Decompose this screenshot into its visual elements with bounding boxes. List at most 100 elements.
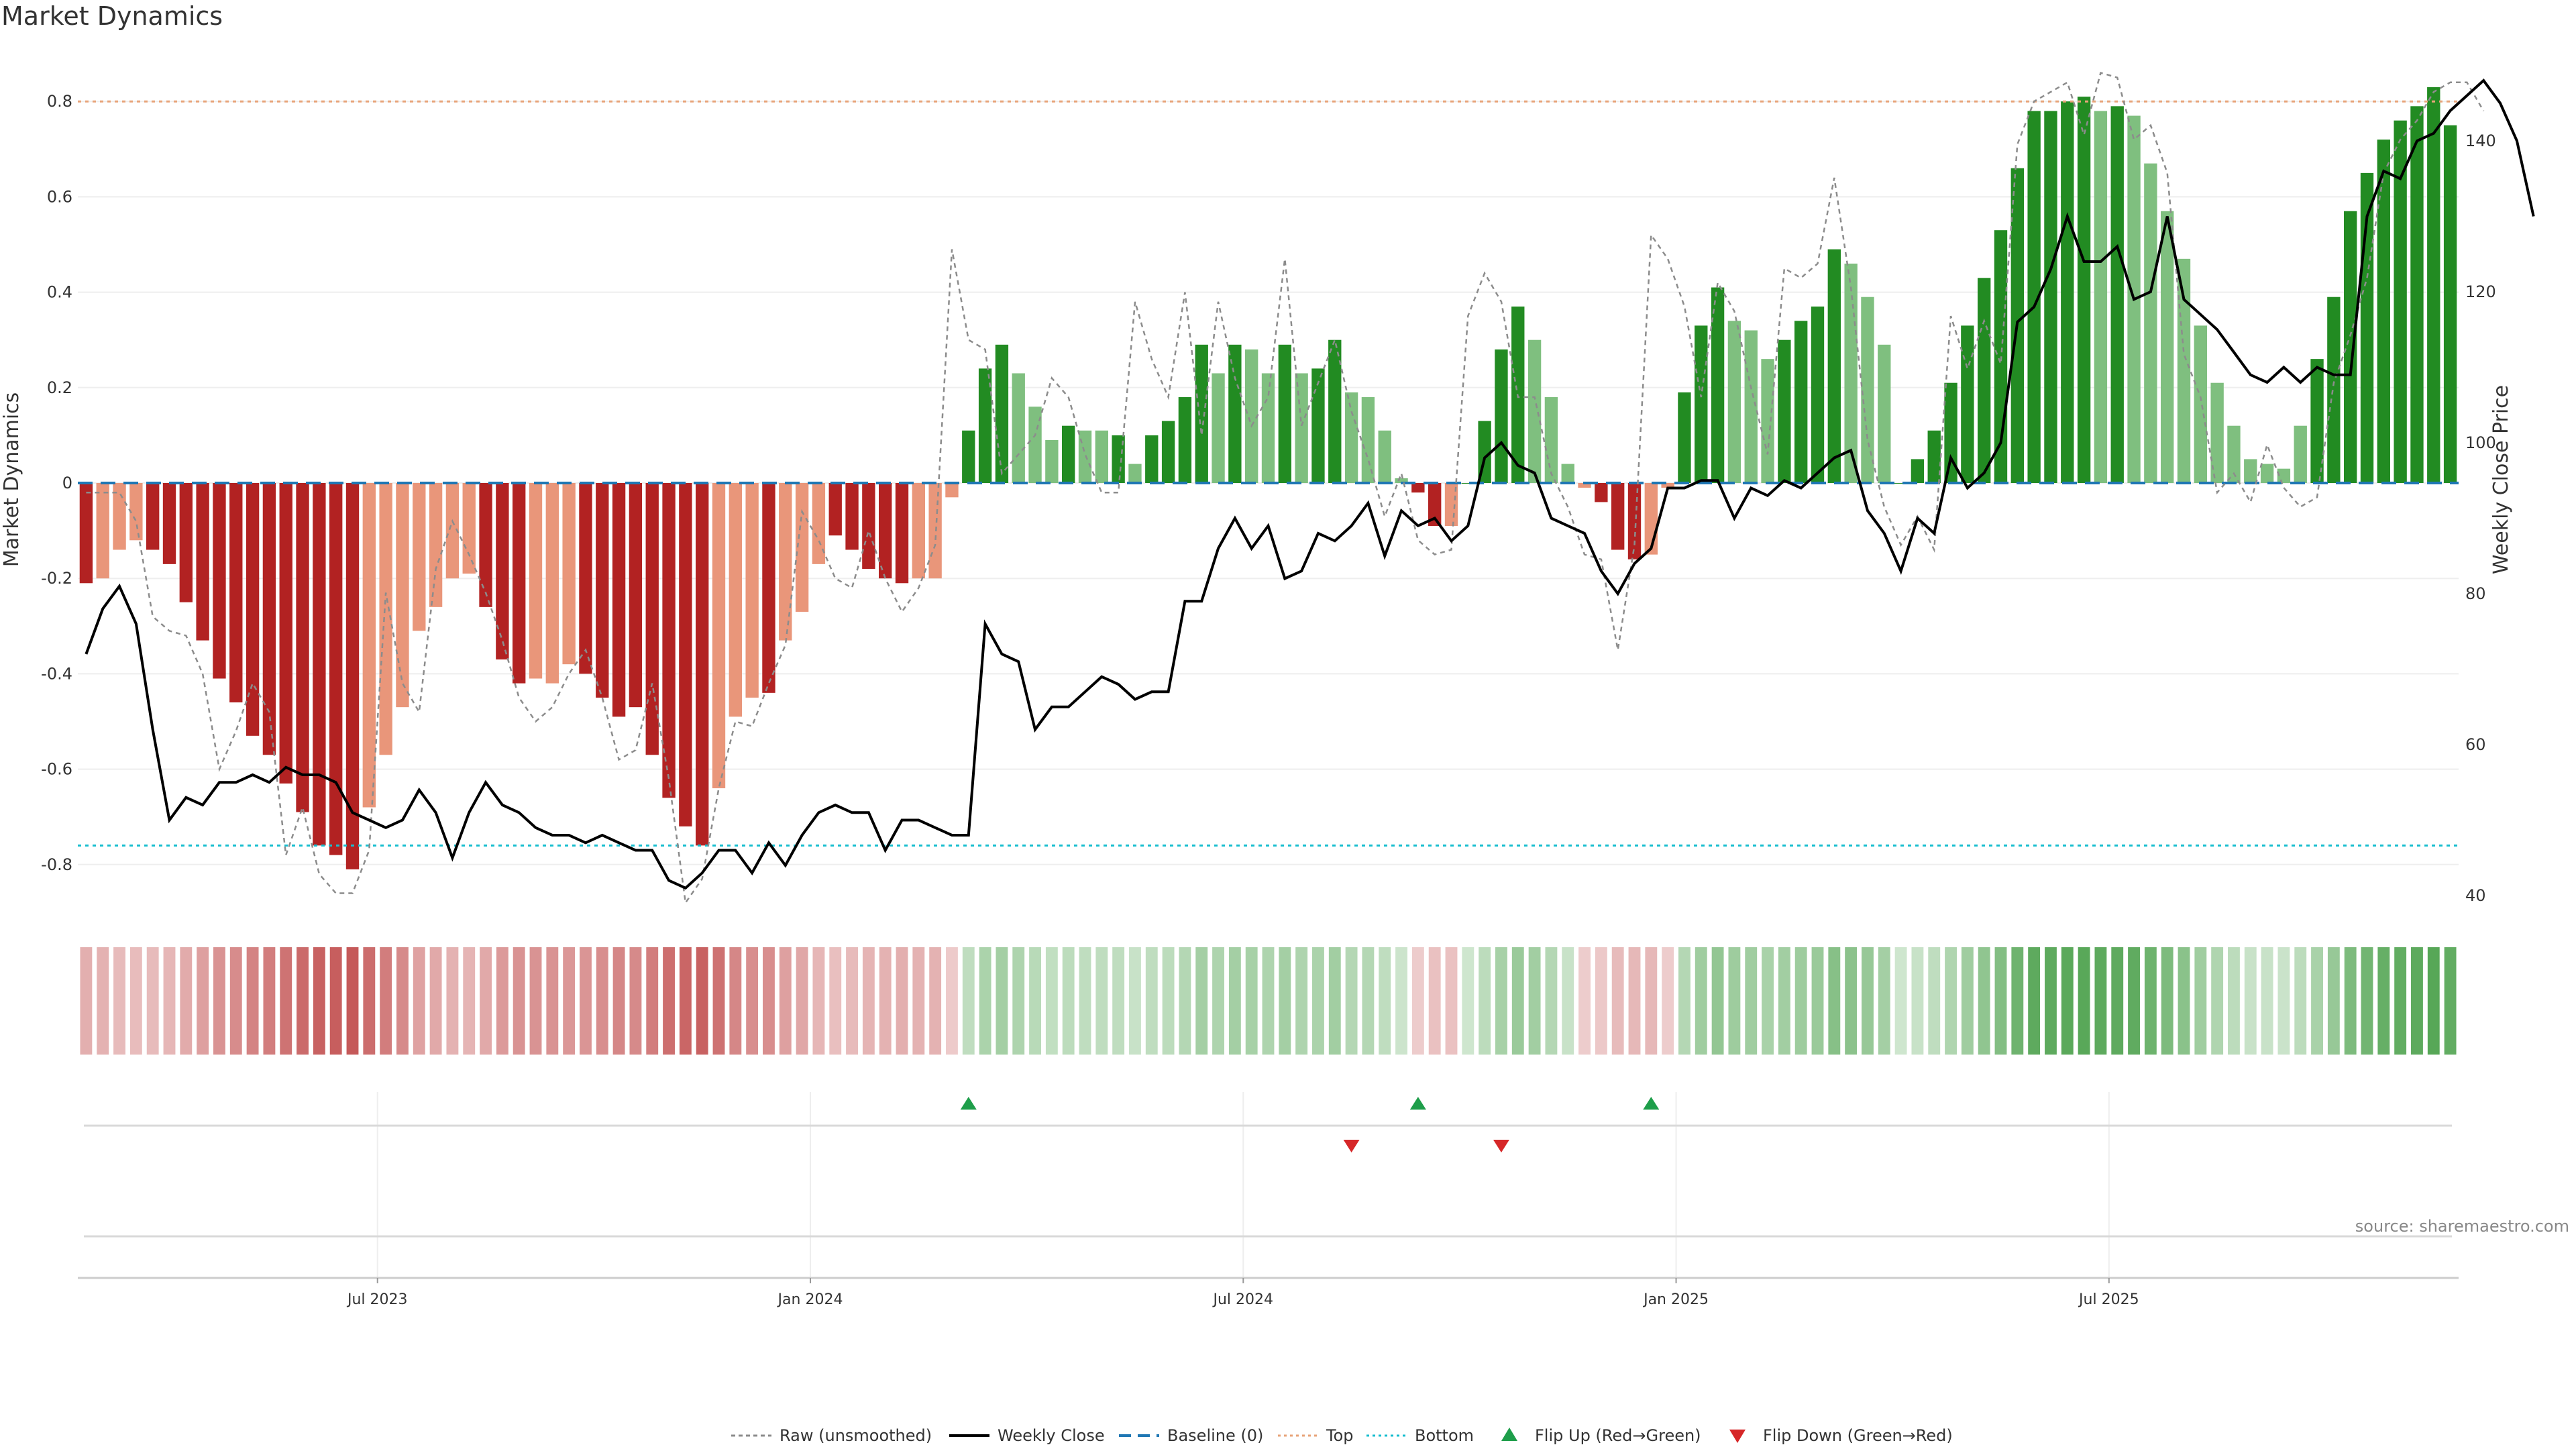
- dynamics-bar: [2194, 325, 2207, 483]
- dynamics-bar: [645, 483, 659, 755]
- dynamics-bar: [562, 483, 576, 665]
- dynamics-bar: [1944, 382, 1957, 483]
- dynamics-bar: [2077, 97, 2091, 484]
- dynamics-bar: [529, 483, 543, 679]
- dynamics-bar: [812, 483, 826, 564]
- legend-label: Weekly Close: [998, 1426, 1105, 1445]
- heat-cell: [1978, 947, 1990, 1055]
- heat-cell: [2277, 947, 2290, 1055]
- dynamics-bar: [612, 483, 626, 717]
- flip-up-marker: [1409, 1097, 1426, 1110]
- heat-cell: [1279, 947, 1291, 1055]
- heat-cell: [1845, 947, 1858, 1055]
- dynamics-bar: [2227, 425, 2241, 483]
- dynamics-bar: [1344, 392, 1358, 483]
- dynamics-bar: [329, 483, 343, 855]
- dynamics-bar: [479, 483, 492, 607]
- dynamics-bar: [229, 483, 243, 703]
- right-tick-label: 140: [2465, 131, 2496, 150]
- dynamics-bar: [745, 483, 759, 698]
- grid-lines: [78, 101, 2459, 1278]
- heat-cell: [746, 947, 759, 1055]
- heat-cell: [329, 947, 342, 1055]
- left-tick-label: 0.6: [47, 187, 72, 206]
- dynamics-bar: [96, 483, 109, 579]
- heat-cell: [729, 947, 742, 1055]
- dynamics-bar: [2110, 106, 2124, 483]
- legend-label: Baseline (0): [1167, 1426, 1263, 1445]
- dynamics-bar: [1411, 483, 1425, 493]
- dynamics-bar: [2327, 297, 2341, 483]
- left-tick-label: 0.8: [47, 92, 72, 111]
- heat-cell: [529, 947, 542, 1055]
- dynamics-bar: [2244, 459, 2257, 483]
- dynamics-bar: [2427, 87, 2440, 483]
- dynamics-bar: [1161, 421, 1175, 483]
- heat-cell: [1129, 947, 1141, 1055]
- dynamics-bar: [2260, 464, 2274, 483]
- right-tick-label: 120: [2465, 282, 2496, 301]
- heat-cell: [1828, 947, 1841, 1055]
- heat-cell: [612, 947, 625, 1055]
- heat-cell: [1112, 947, 1125, 1055]
- dynamics-bar: [1627, 483, 1642, 559]
- dynamics-bar: [962, 430, 975, 483]
- dynamics-bar: [828, 483, 842, 536]
- heat-cell: [80, 947, 93, 1055]
- raw-unsmoothed-line: [86, 71, 2485, 906]
- dynamics-bar: [2410, 106, 2424, 483]
- dynamics-bar: [1727, 321, 1741, 483]
- dynamics-bar: [1661, 483, 1674, 488]
- heat-cell: [2294, 947, 2307, 1055]
- dynamics-bar: [496, 483, 509, 660]
- heat-cell: [1328, 947, 1341, 1055]
- dynamics-bar: [1578, 483, 1591, 488]
- dynamics-bar: [629, 483, 643, 708]
- dynamics-bar: [462, 483, 476, 574]
- heat-cell: [463, 947, 476, 1055]
- heat-cell: [180, 947, 193, 1055]
- heat-cell: [129, 947, 142, 1055]
- dynamics-bar: [1878, 344, 1891, 483]
- heat-cell: [2061, 947, 2074, 1055]
- heat-cell: [946, 947, 958, 1055]
- heat-cell: [862, 947, 875, 1055]
- dynamics-bar: [1128, 464, 1142, 483]
- heat-cell: [2128, 947, 2140, 1055]
- heat-cell: [1411, 947, 1424, 1055]
- legend-swatch: [1501, 1428, 1517, 1441]
- heat-cell: [1961, 947, 1974, 1055]
- heat-cell: [2344, 947, 2357, 1055]
- flip-up-marker: [1643, 1097, 1660, 1110]
- heat-cell: [580, 947, 592, 1055]
- heat-cell: [313, 947, 325, 1055]
- dynamics-bar: [2443, 125, 2457, 483]
- dynamics-bar: [1961, 325, 1974, 483]
- heat-cell: [2178, 947, 2190, 1055]
- left-tick-label: 0.2: [47, 378, 72, 397]
- dynamics-bar: [146, 483, 160, 550]
- heat-cell: [413, 947, 425, 1055]
- dynamics-bar: [1012, 373, 1025, 483]
- x-tick-label: Jul 2023: [346, 1291, 408, 1308]
- heat-cell: [246, 947, 259, 1055]
- heat-cell: [1362, 947, 1375, 1055]
- heat-cell: [712, 947, 725, 1055]
- heat-cell: [496, 947, 508, 1055]
- heat-cell: [2244, 947, 2257, 1055]
- dynamics-bar: [1078, 430, 1092, 483]
- right-tick-label: 100: [2465, 433, 2496, 452]
- dynamics-bar: [729, 483, 742, 717]
- heat-cell: [1212, 947, 1224, 1055]
- dynamics-bar: [2377, 140, 2390, 483]
- heat-cell: [1794, 947, 1807, 1055]
- heat-cell: [280, 947, 292, 1055]
- heat-cell: [2211, 947, 2224, 1055]
- dynamics-bar: [895, 483, 909, 584]
- dynamics-bar: [262, 483, 276, 755]
- legend-swatch: [1729, 1430, 1746, 1443]
- heat-cell: [2411, 947, 2423, 1055]
- heat-cell: [1728, 947, 1741, 1055]
- dynamics-bar: [995, 344, 1009, 483]
